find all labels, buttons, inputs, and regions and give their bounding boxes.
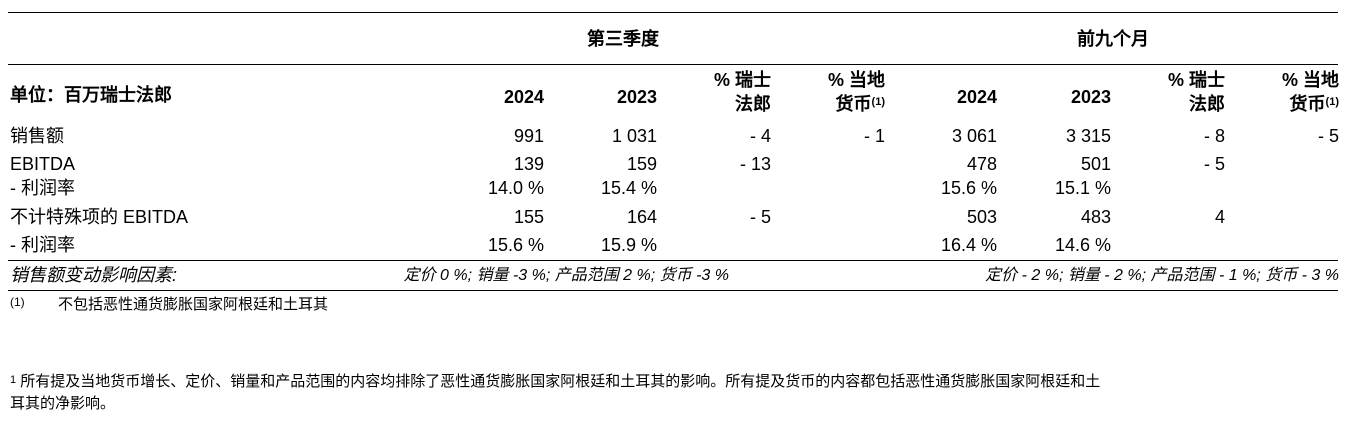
row-label: - 利润率 — [10, 178, 75, 198]
unit-label: 单位：百万瑞士法郎 — [10, 85, 172, 105]
header-q3-lc-footnote-marker: (1) — [871, 96, 885, 108]
cell-q3-2024: 139 — [513, 154, 544, 174]
header-q3-chf: % 瑞士 法郎 — [714, 68, 771, 116]
row-label: - 利润率 — [10, 235, 75, 255]
cell-q3-chf: - 13 — [739, 154, 771, 174]
header-9m-lc-footnote-marker: (1) — [1325, 96, 1339, 108]
drivers-bottom-rule — [8, 290, 1338, 291]
bottom-note: 1 所有提及当地货币增长、定价、销量和产品范围的内容均排除了恶性通货膨胀国家阿根… — [10, 371, 1340, 415]
drivers-q3: 定价 0 %; 销量 -3 %; 产品范围 2 %; 货币 -3 % — [403, 267, 729, 284]
cell-9m-2024: 16.4 % — [940, 235, 997, 255]
header-q3-lc-line2: 货币(1) — [835, 94, 885, 114]
cell-q3-2023: 15.9 % — [600, 235, 657, 255]
drivers-top-rule — [8, 260, 1338, 261]
header-9m-lc-line2: 货币(1) — [1289, 94, 1339, 114]
cell-9m-2023: 15.1 % — [1054, 178, 1111, 198]
header-9m-chf: % 瑞士 法郎 — [1168, 68, 1225, 116]
cell-q3-lc: - 1 — [863, 126, 885, 146]
cell-9m-chf: - 5 — [1203, 154, 1225, 174]
header-9m-chf-line2: 法郎 — [1189, 94, 1225, 114]
cell-9m-lc: - 5 — [1317, 126, 1339, 146]
cell-q3-2023: 159 — [626, 154, 657, 174]
group-rule — [8, 64, 1338, 65]
row-label: 不计特殊项的 EBITDA — [10, 207, 189, 227]
header-9m-2023: 2023 — [1070, 87, 1111, 107]
header-q3-2023: 2023 — [616, 87, 657, 107]
footnote-text: 不包括恶性通货膨胀国家阿根廷和土耳其 — [58, 296, 329, 313]
header-9m-2024: 2024 — [956, 87, 997, 107]
drivers-9m: 定价 - 2 %; 销量 - 2 %; 产品范围 - 1 %; 货币 - 3 % — [985, 267, 1339, 284]
cell-q3-chf: - 4 — [749, 126, 771, 146]
header-q3-chf-line1: % 瑞士 — [713, 70, 771, 90]
cell-9m-2023: 3 315 — [1065, 126, 1111, 146]
q3-title: 第三季度 — [587, 29, 659, 49]
cell-9m-2024: 503 — [966, 207, 997, 227]
cell-q3-2023: 1 031 — [611, 126, 657, 146]
header-9m-lc-line1: % 当地 — [1281, 70, 1339, 90]
header-9m-lc: % 当地 货币(1) — [1282, 68, 1339, 116]
cell-q3-2024: 155 — [513, 207, 544, 227]
cell-q3-2024: 14.0 % — [487, 178, 544, 198]
cell-9m-2023: 483 — [1080, 207, 1111, 227]
top-rule — [8, 12, 1338, 13]
footnote-marker: (1) — [10, 295, 25, 309]
row-label: 销售额 — [10, 126, 64, 146]
cell-9m-2024: 478 — [966, 154, 997, 174]
header-9m-chf-line1: % 瑞士 — [1167, 70, 1225, 90]
cell-9m-2024: 15.6 % — [940, 178, 997, 198]
row-label: EBITDA — [10, 154, 76, 174]
cell-q3-2024: 991 — [513, 126, 544, 146]
cell-q3-2024: 15.6 % — [487, 235, 544, 255]
cell-9m-2023: 14.6 % — [1054, 235, 1111, 255]
cell-9m-2024: 3 061 — [951, 126, 997, 146]
cell-9m-chf: 4 — [1214, 207, 1225, 227]
cell-9m-2023: 501 — [1080, 154, 1111, 174]
nine-months-title: 前九个月 — [1077, 29, 1149, 49]
drivers-label: 销售额变动影响因素: — [10, 265, 178, 285]
header-q3-lc-line1: % 当地 — [827, 70, 885, 90]
cell-q3-2023: 15.4 % — [600, 178, 657, 198]
bottom-note-line1: 1 所有提及当地货币增长、定价、销量和产品范围的内容均排除了恶性通货膨胀国家阿根… — [10, 373, 1101, 390]
bottom-note-marker: 1 — [10, 374, 17, 386]
header-q3-chf-line2: 法郎 — [735, 94, 771, 114]
cell-9m-chf: - 8 — [1203, 126, 1225, 146]
cell-q3-chf: - 5 — [749, 207, 771, 227]
cell-q3-2023: 164 — [626, 207, 657, 227]
bottom-note-line2: 耳其的净影响。 — [10, 395, 116, 412]
header-q3-lc: % 当地 货币(1) — [828, 68, 885, 116]
header-q3-2024: 2024 — [503, 87, 544, 107]
